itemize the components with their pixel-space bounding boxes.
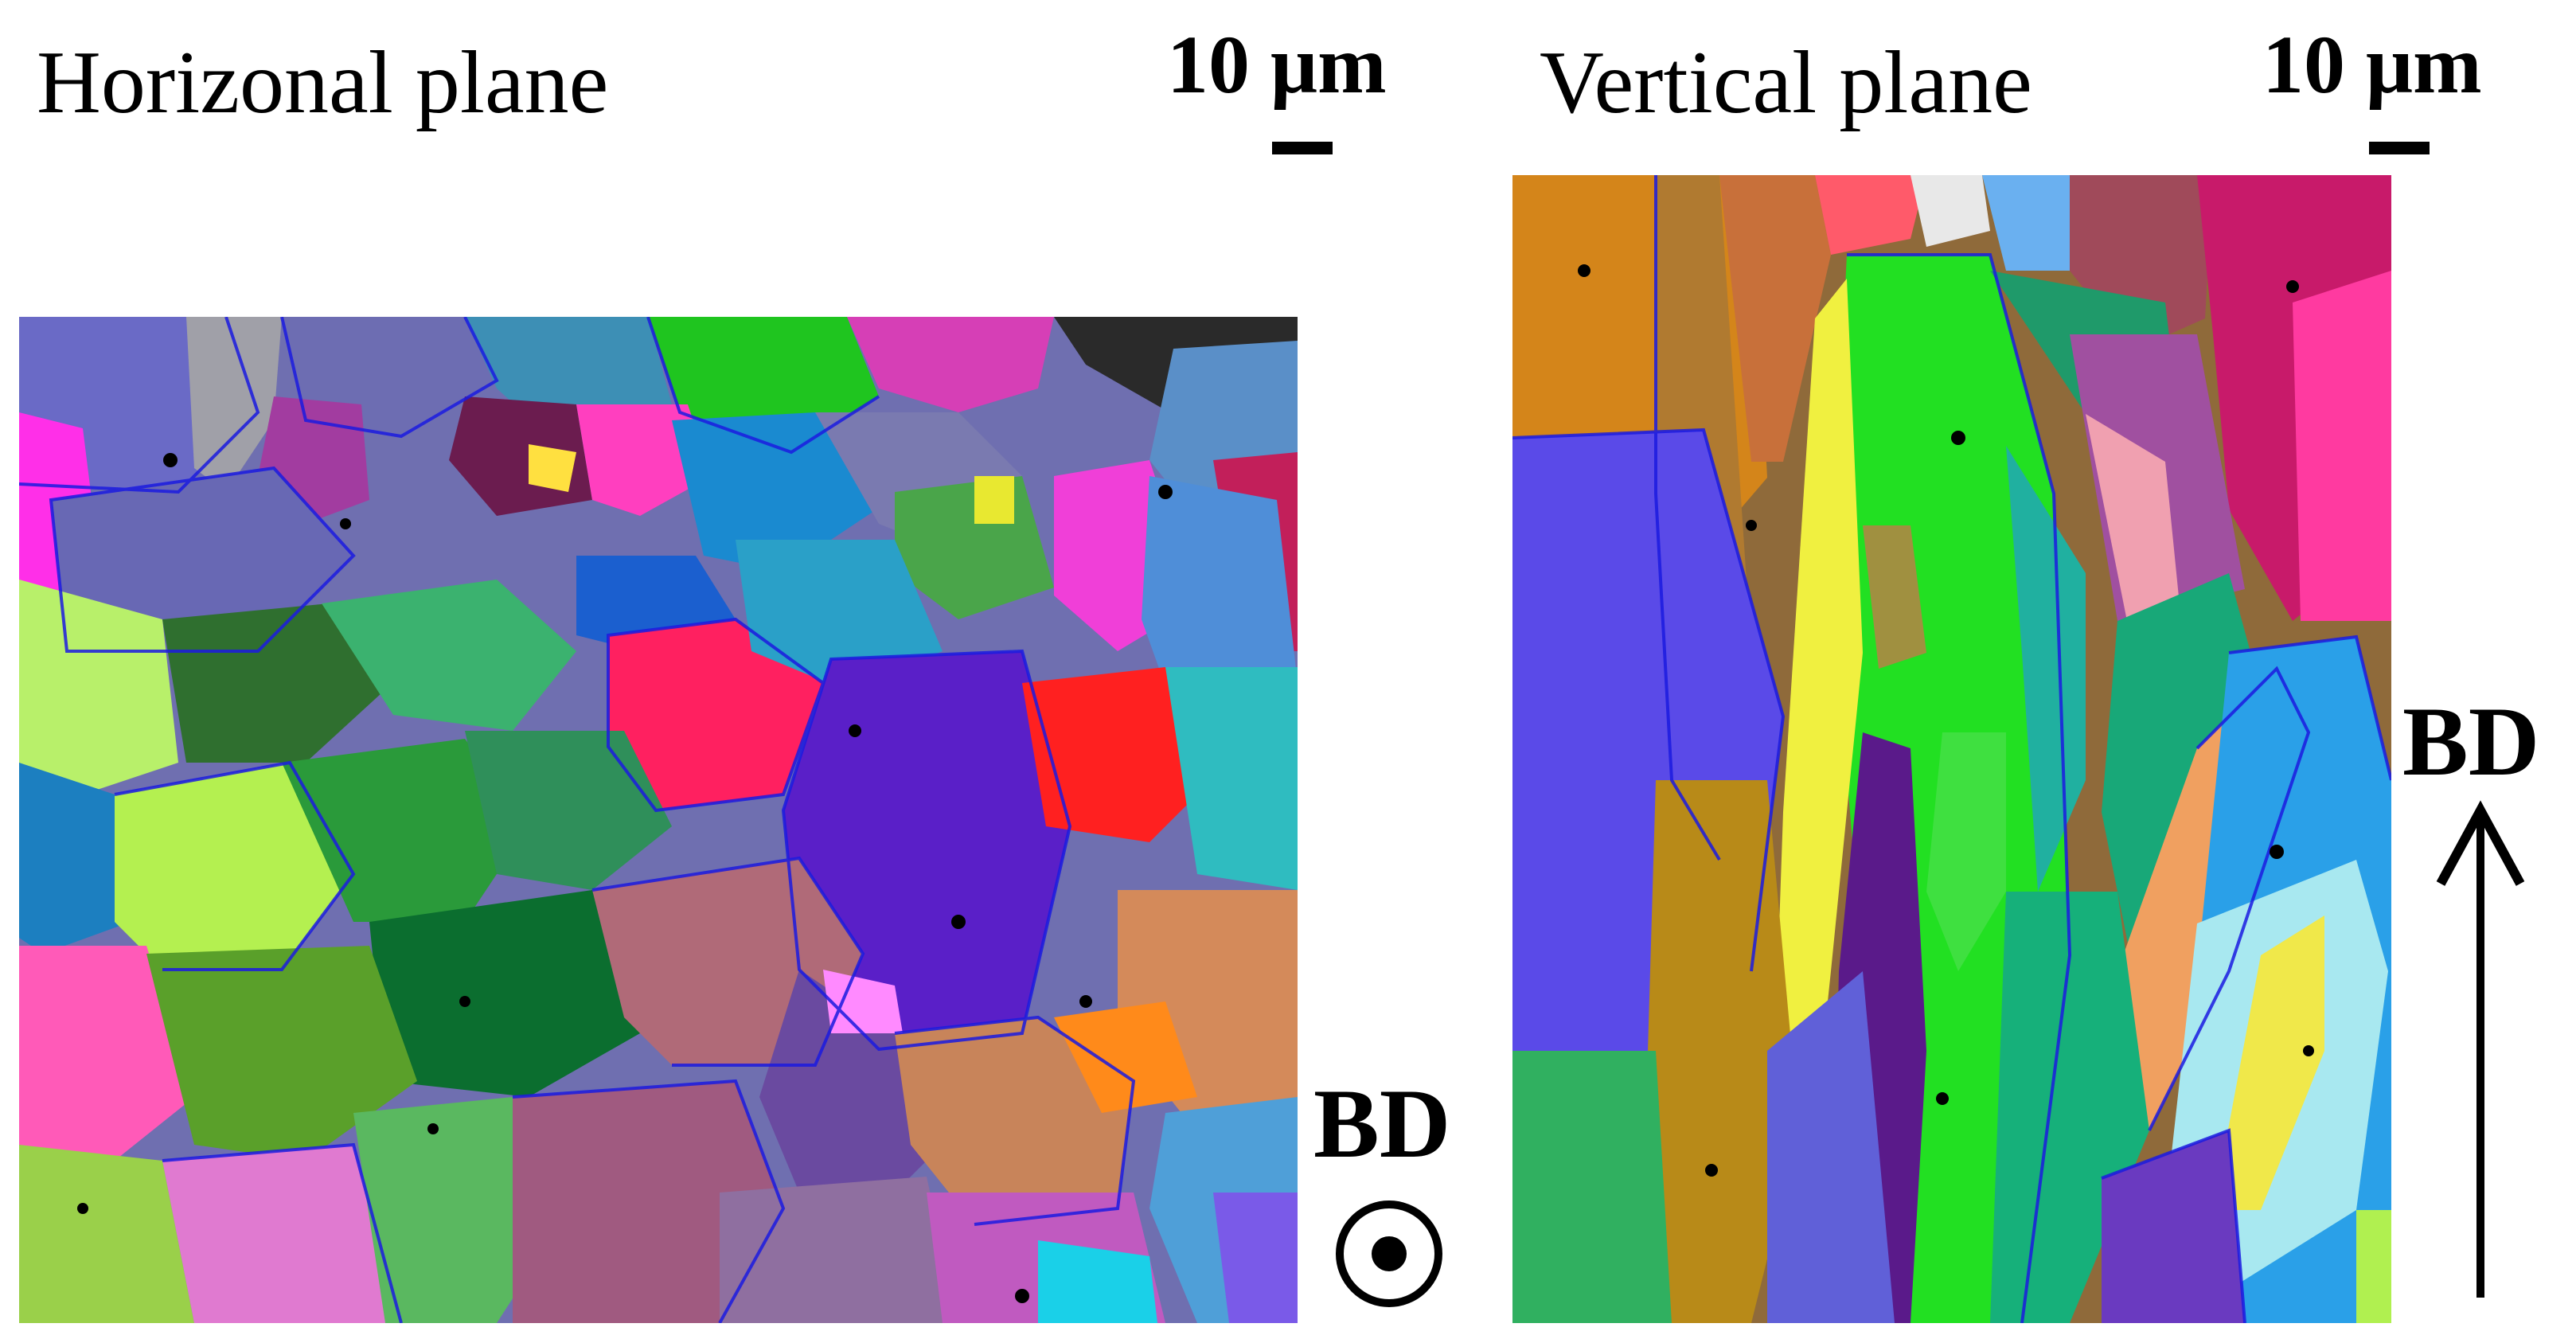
vertical-plane-title: Vertical plane: [1540, 33, 2032, 132]
vertical-bd-label: BD: [2402, 687, 2540, 796]
vertical-scale-bar: [2369, 142, 2430, 154]
horizontal-scale-bar: [1272, 142, 1333, 154]
circle-dot-out-of-plane-icon: [1336, 1200, 1442, 1307]
horizontal-plane-title: Horizonal plane: [37, 33, 609, 132]
vertical-scale-label: 10 μm: [2262, 19, 2482, 111]
vertical-plane-ebsd-map: [1512, 175, 2391, 1323]
up-arrow-icon: [2436, 800, 2525, 1298]
horizontal-scale-label: 10 μm: [1167, 19, 1387, 111]
horizontal-plane-ebsd-map: [19, 317, 1298, 1323]
horizontal-bd-label: BD: [1313, 1069, 1451, 1178]
